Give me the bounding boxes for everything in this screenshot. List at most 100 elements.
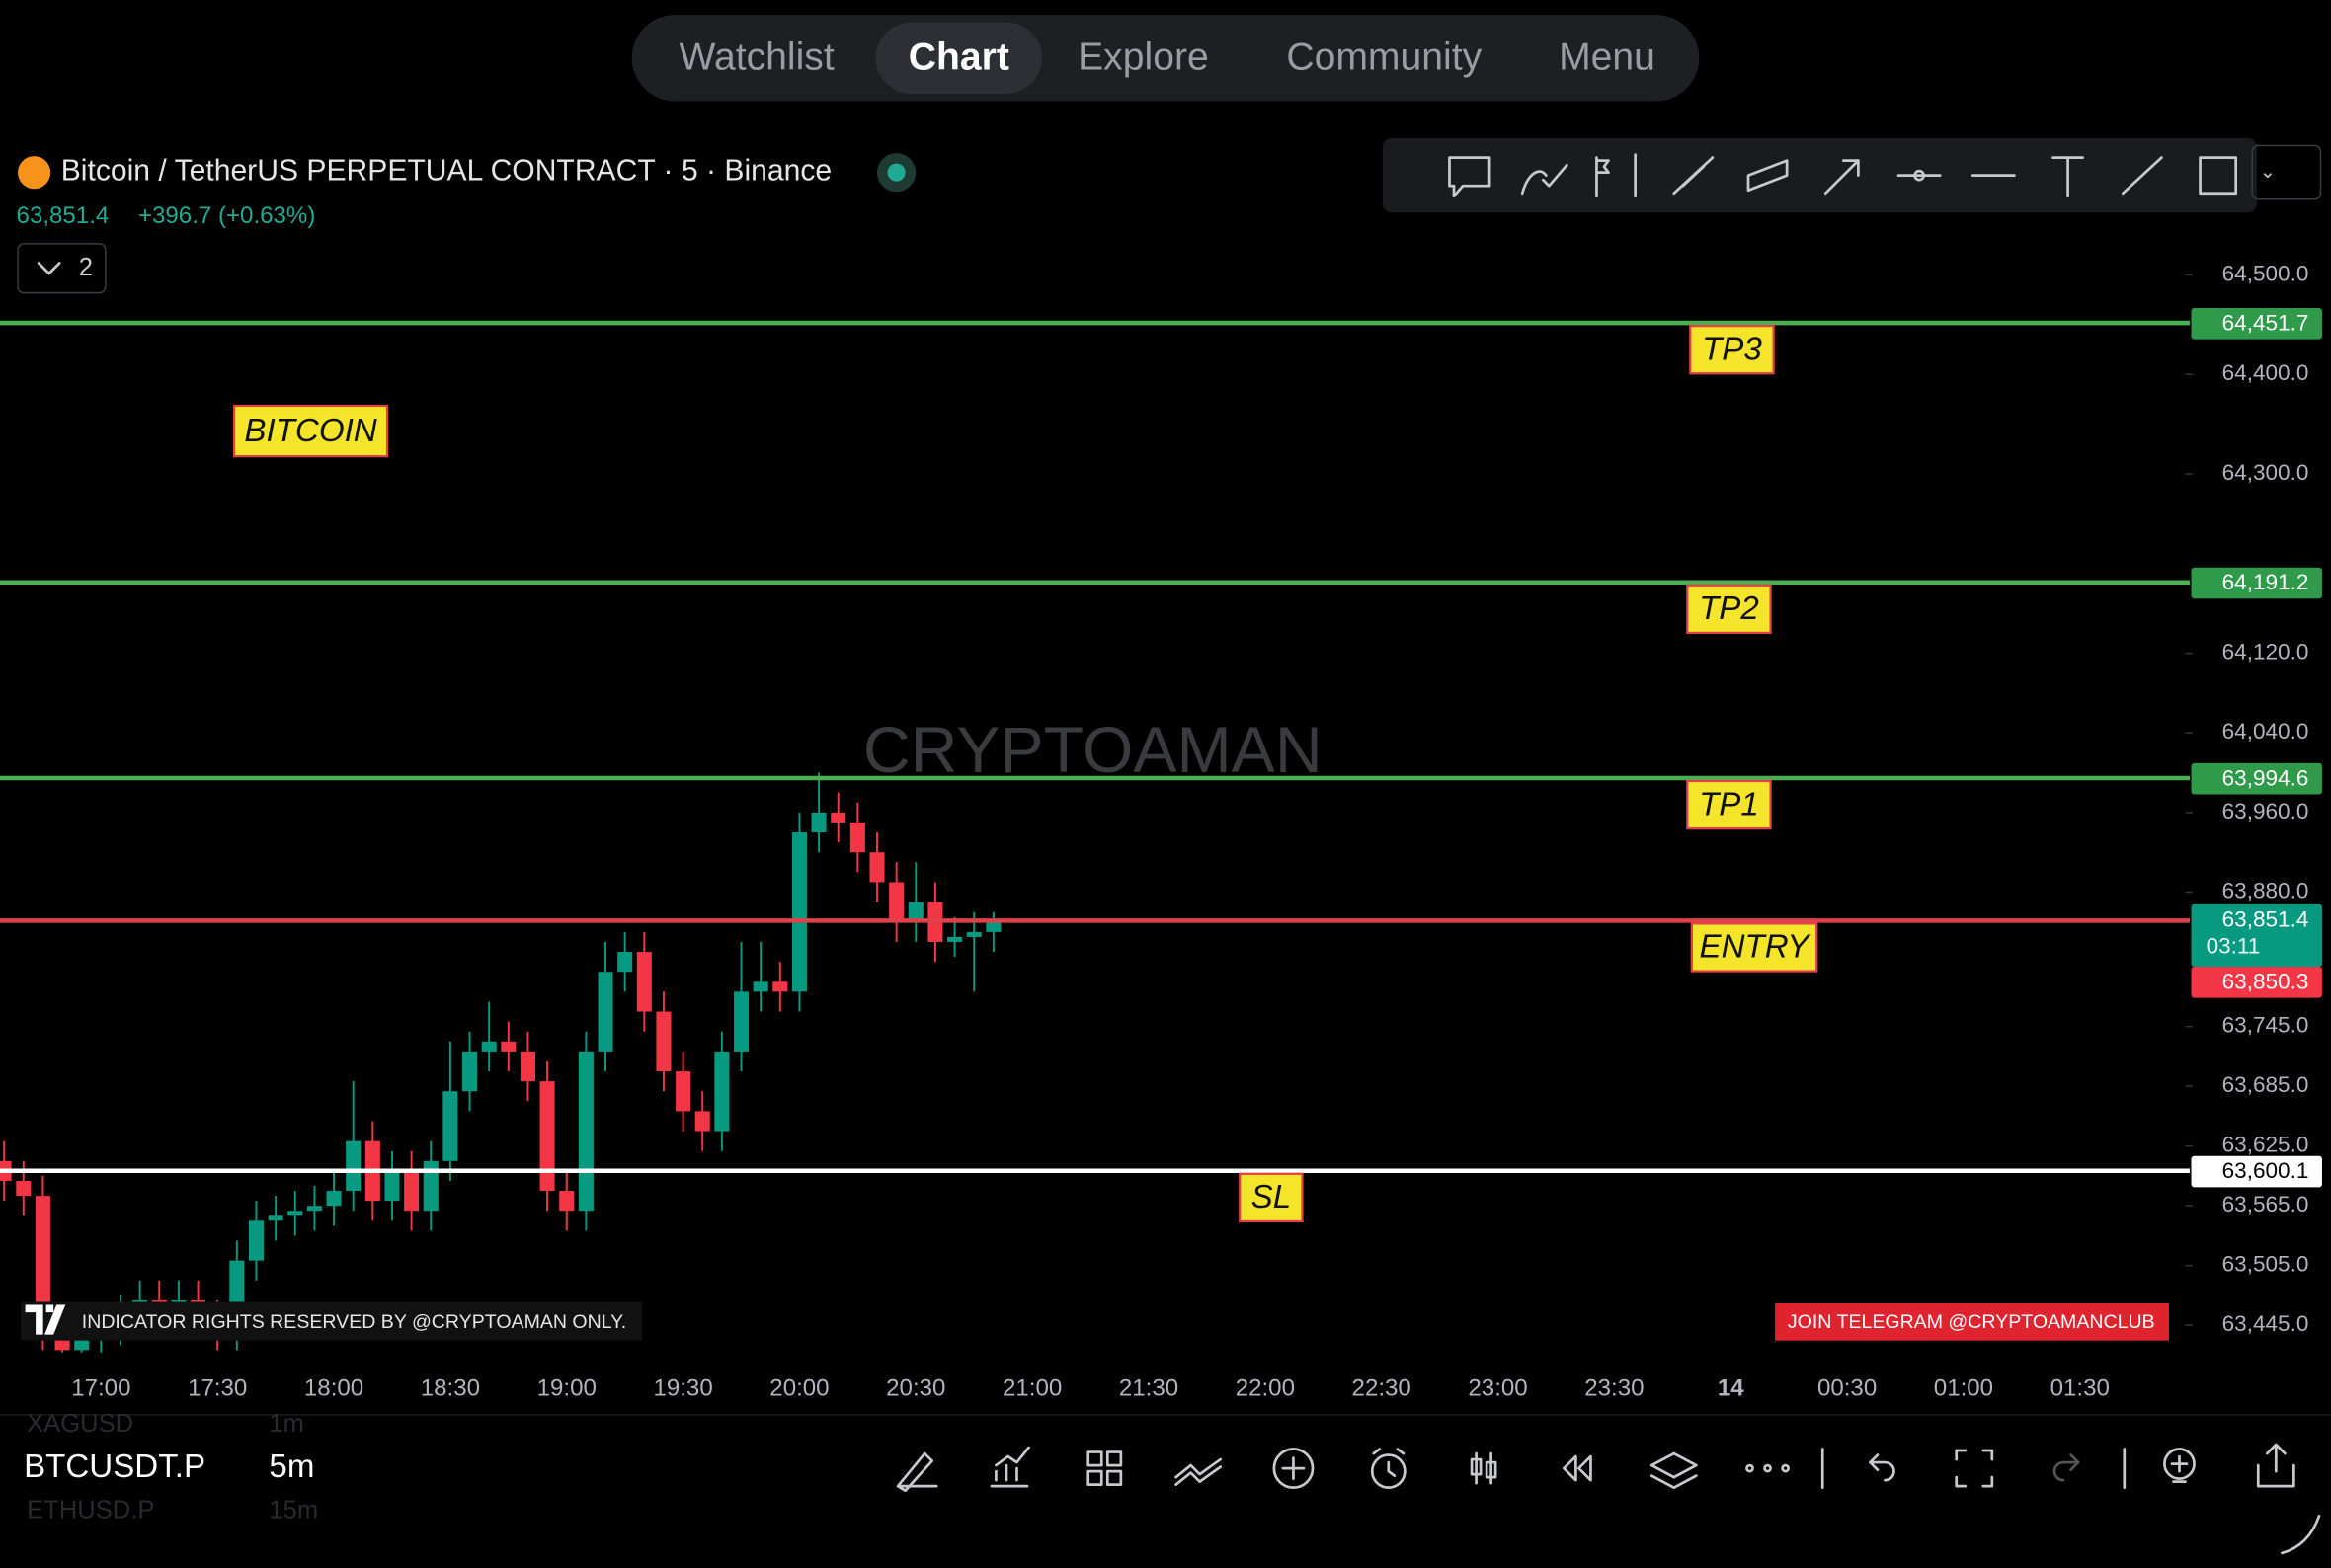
candle-body bbox=[753, 981, 768, 992]
level-tag bbox=[1686, 584, 1772, 635]
level-tag-text: TP2 bbox=[1699, 590, 1759, 627]
current-price: 63,851.4 bbox=[2222, 906, 2309, 931]
candle-body bbox=[423, 1160, 439, 1212]
candle-body bbox=[326, 1191, 342, 1207]
header-price: 63,851.4 bbox=[17, 202, 110, 229]
y-tick-label: 63,565.0 bbox=[2222, 1192, 2309, 1216]
y-tick-label: 63,625.0 bbox=[2222, 1133, 2309, 1157]
level-tag-text: ENTRY bbox=[1700, 929, 1812, 966]
candle-body bbox=[346, 1140, 362, 1192]
level-price: 64,451.7 bbox=[2222, 311, 2309, 336]
candle-body bbox=[772, 981, 788, 992]
candle-body bbox=[869, 852, 885, 883]
level-tag bbox=[1239, 1172, 1304, 1223]
status-dot bbox=[887, 163, 906, 182]
x-tick-label: 22:00 bbox=[1236, 1375, 1295, 1402]
x-tick-label: 23:30 bbox=[1584, 1375, 1644, 1402]
candle-body bbox=[268, 1215, 283, 1221]
bid-box bbox=[2191, 967, 2322, 998]
candle-body bbox=[35, 1196, 50, 1331]
y-tick-label: 63,445.0 bbox=[2222, 1311, 2309, 1336]
level-tag-text: SL bbox=[1251, 1179, 1292, 1215]
annotation-box bbox=[232, 404, 389, 458]
candle-body bbox=[404, 1170, 420, 1212]
x-tick-label: 21:00 bbox=[1003, 1375, 1062, 1402]
faded-symbol: XAGUSD bbox=[27, 1410, 133, 1438]
candle-body bbox=[617, 952, 633, 973]
x-tick-label: 01:00 bbox=[1934, 1375, 1993, 1402]
level-price-box bbox=[2191, 1155, 2322, 1188]
candle-body bbox=[481, 1041, 497, 1052]
bid-price: 63,850.3 bbox=[2222, 970, 2309, 994]
drawing-toolbar bbox=[1382, 138, 2257, 213]
candle-body bbox=[520, 1051, 535, 1082]
notice-box bbox=[21, 1301, 643, 1341]
bottom-toolbar[interactable] bbox=[896, 1443, 2321, 1555]
annotation: BITCOIN bbox=[244, 413, 376, 449]
level-price-box bbox=[2191, 567, 2322, 599]
nav-tab[interactable]: Explore bbox=[1078, 37, 1209, 79]
candle-body bbox=[966, 931, 982, 937]
candle-body bbox=[986, 920, 1002, 932]
nav-tab[interactable]: Community bbox=[1286, 37, 1482, 79]
level-price: 64,191.2 bbox=[2222, 570, 2309, 594]
x-tick-label: 01:30 bbox=[2050, 1375, 2110, 1402]
candle-body bbox=[74, 1340, 90, 1351]
toolbar-overflow[interactable] bbox=[2251, 144, 2322, 200]
candle-body bbox=[462, 1051, 478, 1092]
y-tick-label: 63,505.0 bbox=[2222, 1252, 2309, 1277]
countdown: 03:11 bbox=[2207, 933, 2261, 958]
candle-body bbox=[831, 812, 846, 823]
x-tick-label: 18:30 bbox=[421, 1375, 480, 1402]
candle-body bbox=[908, 902, 924, 922]
telegram: JOIN TELEGRAM @CRYPTOAMANCLUB bbox=[1788, 1311, 2155, 1333]
candle-body bbox=[733, 991, 750, 1052]
x-tick-label: 23:00 bbox=[1468, 1375, 1527, 1402]
candle-body bbox=[791, 832, 807, 992]
level-price-box bbox=[2191, 308, 2322, 340]
candle-body bbox=[384, 1170, 400, 1202]
collapse-button[interactable] bbox=[17, 243, 107, 294]
candle-body bbox=[598, 972, 613, 1052]
y-tick-label: 64,500.0 bbox=[2222, 261, 2309, 285]
price-box bbox=[2191, 903, 2322, 968]
toolbar-icons[interactable] bbox=[1448, 153, 2238, 198]
level-tag bbox=[1686, 779, 1772, 830]
candle-body bbox=[16, 1180, 32, 1197]
nav-tab[interactable]: Watchlist bbox=[679, 37, 834, 79]
toolbar-overflow-icon: ⌄ bbox=[2260, 161, 2276, 183]
tv-logo bbox=[25, 1304, 66, 1335]
candle-body bbox=[694, 1111, 710, 1132]
x-tick-label: 17:30 bbox=[188, 1375, 247, 1402]
telegram-box bbox=[1775, 1303, 2169, 1341]
collapse-count: 2 bbox=[79, 254, 93, 281]
symbol[interactable]: BTCUSDT.P bbox=[24, 1449, 205, 1485]
y-tick-label: 64,120.0 bbox=[2222, 640, 2309, 665]
nav-tab[interactable]: Chart bbox=[909, 37, 1009, 79]
candle-body bbox=[849, 822, 865, 853]
level-price-box bbox=[2191, 762, 2322, 795]
candle-body bbox=[248, 1220, 265, 1261]
candle-body bbox=[947, 936, 963, 942]
candle-body bbox=[442, 1091, 458, 1161]
chevron bbox=[37, 262, 61, 275]
candle-body bbox=[714, 1051, 730, 1132]
candle-body bbox=[811, 812, 827, 833]
level-tag bbox=[1690, 922, 1818, 973]
candle-body bbox=[889, 882, 905, 922]
notice: INDICATOR RIGHTS RESERVED BY @CRYPTOAMAN… bbox=[82, 1311, 626, 1333]
x-tick-label: 22:30 bbox=[1352, 1375, 1411, 1402]
nav-tab[interactable]: Menu bbox=[1559, 37, 1655, 79]
level-tag-text: TP3 bbox=[1702, 331, 1762, 367]
interval[interactable]: 5m bbox=[269, 1449, 314, 1485]
candle-body bbox=[676, 1071, 691, 1112]
header-change: +396.7 (+0.63%) bbox=[138, 202, 315, 229]
x-tick-label: 14 bbox=[1718, 1375, 1744, 1402]
candle-body bbox=[636, 952, 652, 1012]
level-tag bbox=[1689, 324, 1775, 375]
x-tick-label: 19:30 bbox=[653, 1375, 712, 1402]
y-tick-label: 63,745.0 bbox=[2222, 1013, 2309, 1038]
candle-body bbox=[501, 1041, 517, 1052]
level-price: 63,600.1 bbox=[2222, 1158, 2309, 1183]
